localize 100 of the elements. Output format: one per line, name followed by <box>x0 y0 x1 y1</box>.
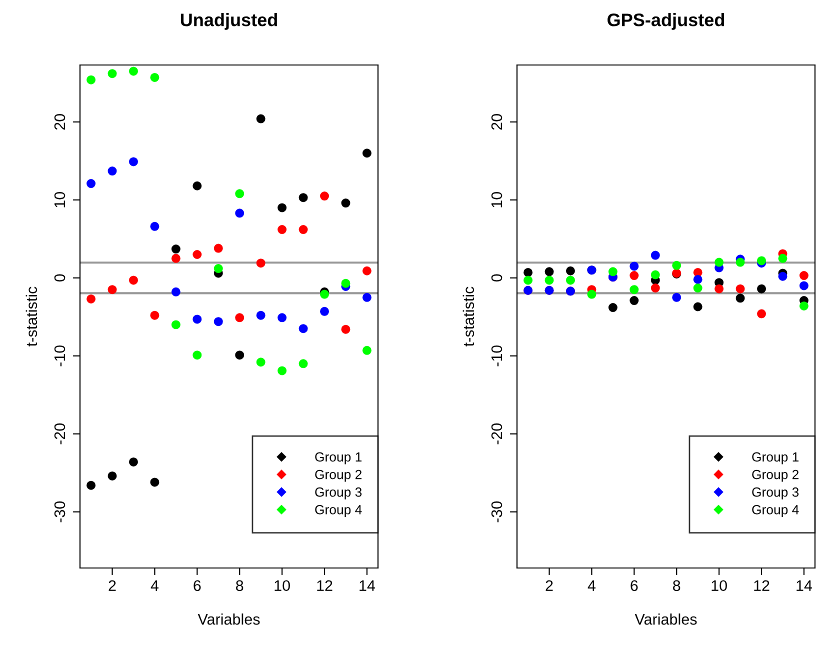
point <box>86 294 96 304</box>
point <box>128 276 138 285</box>
x-tick-label: 10 <box>274 580 290 592</box>
y-tick-label: -30 <box>54 501 66 522</box>
point <box>341 324 350 334</box>
point <box>171 254 180 263</box>
point <box>672 260 682 270</box>
point <box>672 292 682 302</box>
point <box>150 72 160 82</box>
x-axis-title: Variables <box>198 613 260 625</box>
point <box>298 324 308 334</box>
point <box>524 276 533 285</box>
point <box>128 457 138 466</box>
point <box>192 181 202 190</box>
y-tick-label: 10 <box>54 192 66 208</box>
point <box>108 471 117 480</box>
point <box>341 278 350 288</box>
point <box>150 310 160 320</box>
x-axis-title: Variables <box>634 613 697 625</box>
point <box>86 179 96 188</box>
x-tick-label: 2 <box>108 580 116 591</box>
point <box>544 276 554 285</box>
point <box>693 268 702 277</box>
legend-label: Group 2 <box>752 470 799 482</box>
point <box>320 192 330 201</box>
point <box>278 203 287 212</box>
y-tick-label: 0 <box>491 274 502 282</box>
x-tick-label: 12 <box>317 580 332 591</box>
legend-label: Group 4 <box>315 505 362 517</box>
point <box>693 284 702 293</box>
x-tick-label: 2 <box>546 580 553 591</box>
point <box>235 350 244 360</box>
x-tick-label: 8 <box>673 580 680 592</box>
point <box>650 270 660 280</box>
point <box>799 281 808 290</box>
point <box>256 310 266 320</box>
point <box>757 284 766 294</box>
y-tick-label: -20 <box>54 423 66 444</box>
point <box>566 266 575 276</box>
y-tick-label: 20 <box>491 114 502 130</box>
y-tick-label: -20 <box>491 423 502 444</box>
y-tick-label: -10 <box>54 345 66 366</box>
point <box>524 268 533 277</box>
point <box>566 276 575 285</box>
legend-label: Group 3 <box>315 487 362 500</box>
point <box>86 75 96 84</box>
point <box>278 225 287 234</box>
x-tick-label: 4 <box>588 580 596 591</box>
point <box>235 189 244 198</box>
point <box>362 148 372 158</box>
point <box>171 287 180 296</box>
x-tick-label: 12 <box>754 580 770 591</box>
point <box>693 302 702 312</box>
point <box>341 198 350 208</box>
y-tick-label: 20 <box>54 114 66 130</box>
point <box>171 244 180 254</box>
y-tick-label: 10 <box>491 192 502 208</box>
point <box>278 366 287 376</box>
point <box>630 271 639 280</box>
point <box>630 285 639 294</box>
point <box>736 284 745 294</box>
legend-label: Group 2 <box>315 470 362 482</box>
point <box>778 254 788 263</box>
point <box>799 301 808 310</box>
point <box>278 313 287 322</box>
point <box>630 296 639 306</box>
point <box>171 320 180 330</box>
x-tick-label: 10 <box>712 580 727 592</box>
point <box>587 290 596 299</box>
point <box>192 350 202 360</box>
point <box>757 309 766 318</box>
legend-label: Group 1 <box>315 452 362 464</box>
point <box>256 258 266 268</box>
point <box>736 294 745 303</box>
point <box>362 346 372 355</box>
point <box>362 266 372 276</box>
x-tick-label: 6 <box>630 580 638 592</box>
point <box>714 284 724 294</box>
point <box>608 267 618 276</box>
point <box>214 264 223 274</box>
point <box>298 225 308 234</box>
y-tick-label: -30 <box>491 501 502 522</box>
chart-title: Unadjusted <box>180 13 277 30</box>
point <box>192 314 202 324</box>
x-tick-label: 8 <box>236 580 244 592</box>
point <box>320 290 330 299</box>
legend-label: Group 3 <box>752 487 799 500</box>
point <box>362 292 372 302</box>
point <box>214 244 223 253</box>
point <box>608 303 618 312</box>
point <box>630 262 639 271</box>
point <box>150 478 160 487</box>
y-axis-title: t-statistic <box>462 286 474 346</box>
point <box>86 480 96 490</box>
point <box>128 66 138 76</box>
legend-label: Group 4 <box>752 505 799 517</box>
legend-label: Group 1 <box>752 452 799 464</box>
point <box>108 69 117 78</box>
point <box>799 271 808 280</box>
point <box>693 274 702 284</box>
